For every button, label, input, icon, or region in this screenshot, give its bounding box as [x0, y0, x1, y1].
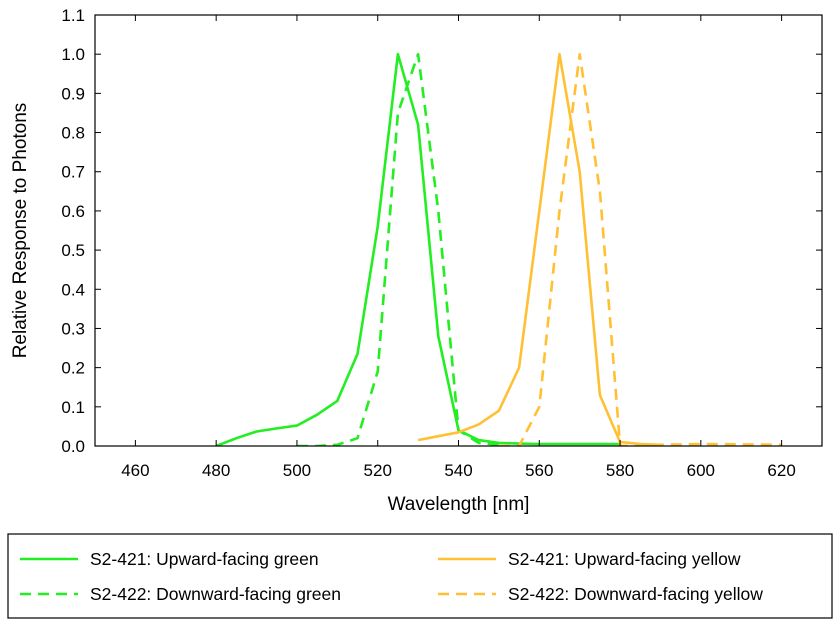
- series-line-3: [498, 52, 782, 446]
- y-tick-label: 1.1: [61, 6, 85, 25]
- series-line-0: [215, 52, 621, 446]
- series-line-2: [417, 52, 661, 446]
- y-tick-label: 0.5: [61, 241, 85, 260]
- x-tick-label: 580: [606, 461, 634, 480]
- legend: S2-421: Upward-facing green S2-422: Downw…: [7, 533, 833, 619]
- y-tick-label: 1.0: [61, 45, 85, 64]
- y-tick-label: 0.8: [61, 124, 85, 143]
- y-tick-label: 0.7: [61, 163, 85, 182]
- legend-label-2: S2-421: Upward-facing yellow: [508, 549, 741, 569]
- legend-label-3: S2-422: Downward-facing yellow: [508, 584, 763, 604]
- x-tick-label: 540: [444, 461, 472, 480]
- legend-box: [7, 533, 833, 619]
- x-tick-label: 560: [525, 461, 553, 480]
- series-layer: [215, 52, 782, 446]
- x-tick-label: 620: [767, 461, 795, 480]
- y-tick-label: 0.1: [61, 398, 85, 417]
- y-tick-label: 0.9: [61, 84, 85, 103]
- y-tick-label: 0.6: [61, 202, 85, 221]
- y-tick-label: 0.3: [61, 319, 85, 338]
- y-axis-title: Relative Response to Photons: [10, 103, 31, 359]
- x-tick-label: 480: [202, 461, 230, 480]
- x-tick-label: 460: [121, 461, 149, 480]
- x-tick-label: 500: [283, 461, 311, 480]
- x-tick-label: 520: [364, 461, 392, 480]
- x-tick-label: 600: [687, 461, 715, 480]
- plot-frame: [94, 14, 823, 447]
- axes-layer: 460 480 500 520 540 560 580 600 620 0.0 0.1 0.2 0.3 0…: [61, 6, 823, 480]
- y-tick-label: 0.4: [61, 280, 85, 299]
- y-tick-label: 0.0: [61, 437, 85, 456]
- series-line-1: [296, 52, 500, 446]
- legend-label-1: S2-422: Downward-facing green: [90, 584, 341, 604]
- x-axis-title: Wavelength [nm]: [388, 494, 530, 515]
- y-tick-label: 0.2: [61, 359, 85, 378]
- legend-label-0: S2-421: Upward-facing green: [90, 549, 319, 569]
